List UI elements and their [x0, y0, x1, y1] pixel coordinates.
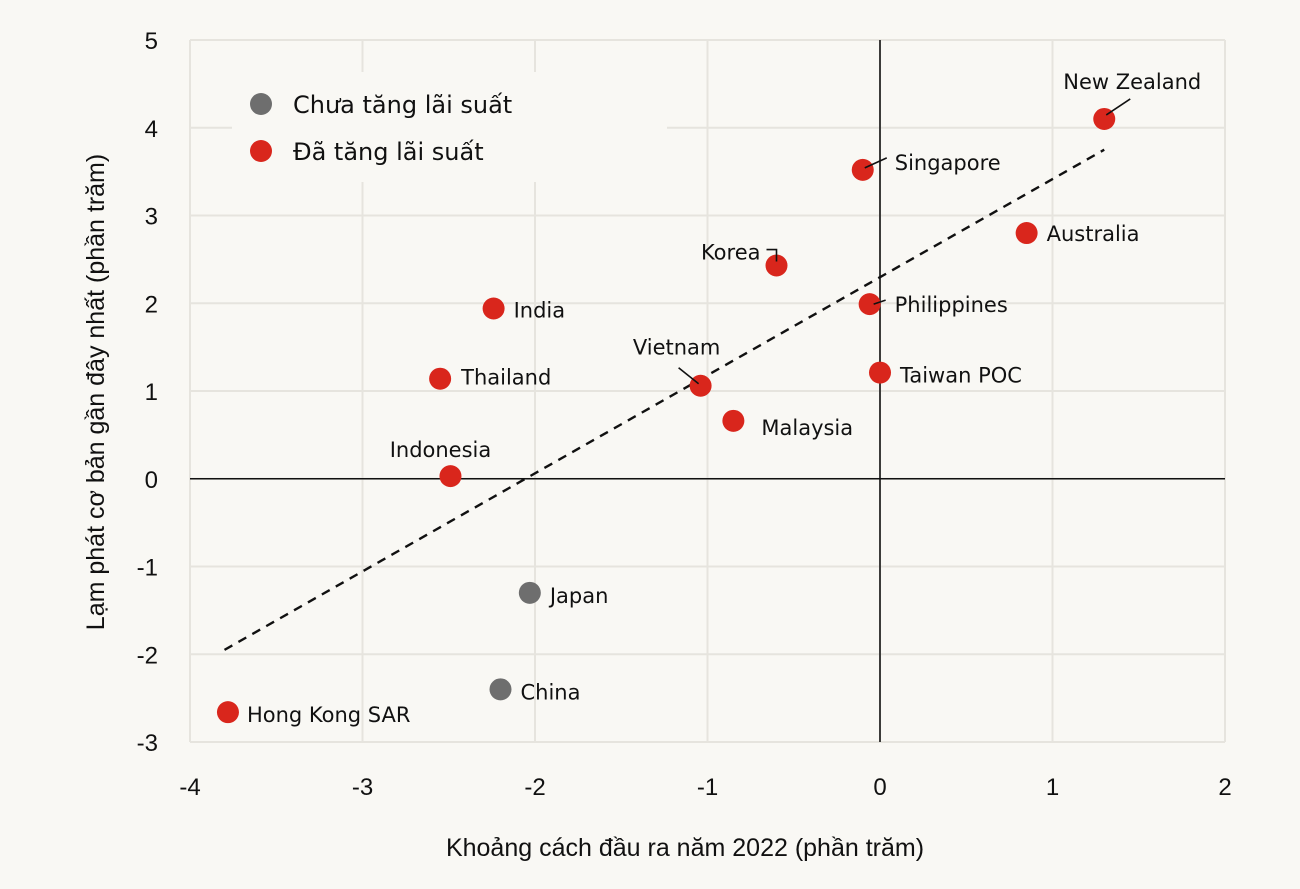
- point-taiwan-poc: [869, 361, 891, 384]
- y-tick-label: -3: [137, 730, 158, 757]
- point-indonesia: [439, 465, 462, 488]
- y-tick-label: -2: [137, 642, 158, 669]
- x-tick-label: 1: [1046, 774, 1059, 801]
- point-singapore: [851, 158, 874, 181]
- point-label-malaysia: Malaysia: [761, 416, 853, 440]
- x-tick-label: -3: [352, 774, 373, 801]
- legend-label-1: Đã tăng lãi suất: [293, 138, 484, 166]
- point-australia: [1015, 222, 1038, 245]
- leader-line-vietnam: [678, 367, 700, 385]
- leader-line-philippines: [873, 299, 886, 305]
- trendline: [223, 148, 1105, 651]
- legend-label-0: Chưa tăng lãi suất: [293, 91, 512, 119]
- y-tick-label: 2: [145, 291, 158, 318]
- point-india: [482, 297, 505, 320]
- point-label-thailand: Thailand: [460, 366, 551, 390]
- tick-labels: -4 -3 -2 -1 0 1 2 -3 -2 -1 0 1 2 3 4 5: [137, 28, 1232, 801]
- legend: Chưa tăng lãi suất Đã tăng lãi suất: [232, 72, 667, 182]
- x-axis-title: Khoảng cách đầu ra năm 2022 (phần trăm): [446, 834, 924, 862]
- y-tick-label: 3: [145, 204, 158, 231]
- point-hong-kong-sar: [216, 701, 239, 724]
- point-malaysia: [722, 409, 745, 432]
- point-thailand: [429, 367, 452, 390]
- point-japan: [518, 581, 541, 604]
- legend-marker-0: [250, 93, 272, 115]
- y-tick-label: 4: [145, 116, 158, 143]
- zero-axes: [190, 40, 1225, 742]
- point-label-china: China: [521, 680, 581, 704]
- point-label-indonesia: Indonesia: [390, 438, 492, 462]
- point-label-india: India: [514, 299, 566, 323]
- y-tick-label: 5: [145, 28, 158, 55]
- point-philippines: [858, 293, 881, 316]
- leader-line-korea: [766, 248, 778, 262]
- point-label-vietnam: Vietnam: [633, 336, 721, 360]
- y-axis-title: Lạm phát cơ bản gần đây nhất (phần trăm): [82, 154, 110, 630]
- point-korea: [765, 254, 788, 277]
- point-vietnam: [689, 374, 712, 397]
- x-tick-label: 2: [1218, 774, 1231, 801]
- x-tick-label: -4: [179, 774, 200, 801]
- point-label-korea: Korea: [701, 241, 761, 265]
- point-china: [489, 678, 512, 701]
- point-label-australia: Australia: [1047, 222, 1140, 246]
- x-tick-label: 0: [873, 774, 886, 801]
- point-label-philippines: Philippines: [895, 293, 1008, 317]
- y-tick-label: 0: [145, 467, 158, 494]
- leader-line-singapore: [864, 157, 888, 169]
- x-tick-label: -2: [524, 774, 545, 801]
- point-label-hong-kong-sar: Hong Kong SAR: [247, 703, 411, 727]
- point-label-japan: Japan: [548, 584, 609, 608]
- leader-line-new-zealand: [1105, 98, 1131, 116]
- data-points: Japan China New Zealand Singapore Australia K…: [216, 70, 1201, 727]
- y-tick-label: 1: [145, 379, 158, 406]
- point-label-singapore: Singapore: [895, 151, 1001, 175]
- point-label-taiwan-poc: Taiwan POC: [899, 364, 1022, 388]
- trendline-dashed: [223, 148, 1105, 651]
- legend-marker-1: [250, 140, 272, 162]
- point-label-new-zealand: New Zealand: [1063, 70, 1201, 94]
- legend-box: [232, 72, 667, 182]
- x-tick-label: -1: [697, 774, 718, 801]
- y-tick-label: -1: [137, 555, 158, 582]
